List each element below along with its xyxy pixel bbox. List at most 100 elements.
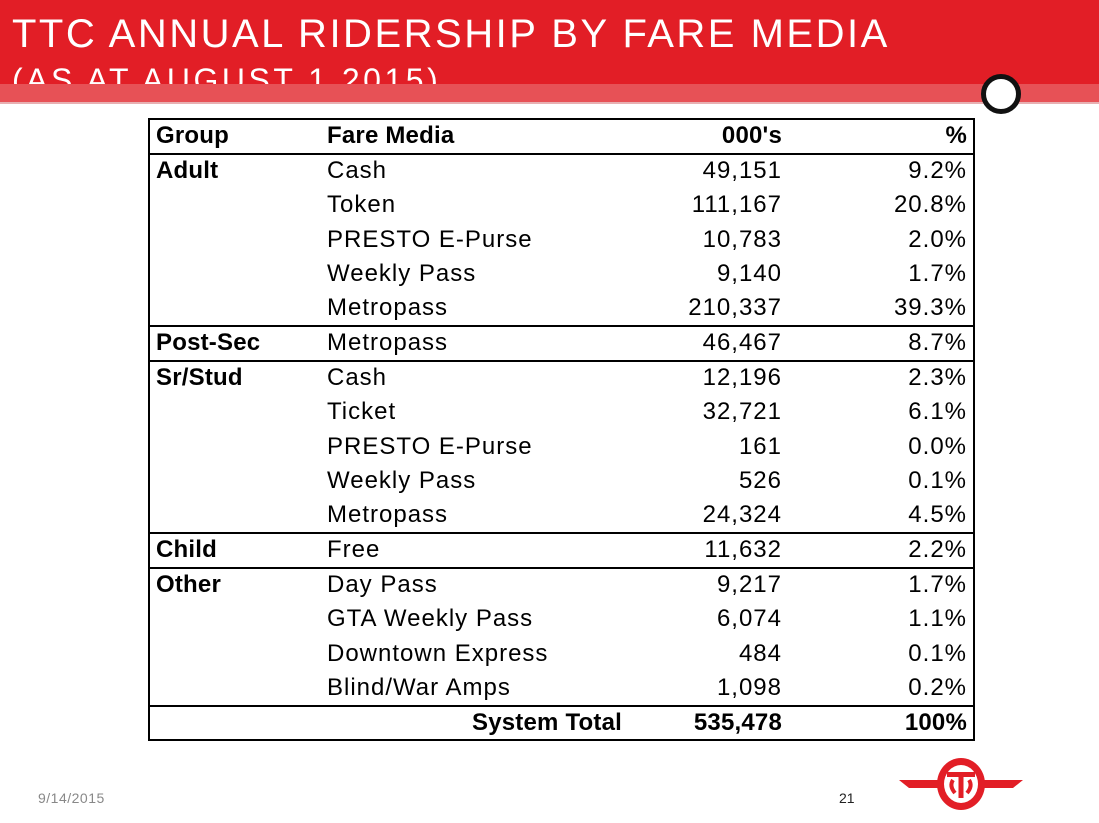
percent-cell: 39.3% bbox=[893, 294, 967, 322]
header-value: 000's bbox=[636, 118, 806, 155]
group-cell: Sr/Stud bbox=[149, 359, 321, 395]
group-cell bbox=[149, 292, 321, 327]
group-cell: Other bbox=[149, 566, 321, 602]
group-cell bbox=[149, 430, 321, 465]
table-row: PRESTO E-Purse 10,783 2.0% bbox=[149, 223, 974, 258]
percent-cell: 0.1% bbox=[908, 639, 967, 667]
fare-media-cell: Metropass bbox=[321, 325, 636, 361]
percent-cell: 0.2% bbox=[908, 673, 967, 701]
percent-cell: 1.7% bbox=[908, 260, 967, 288]
group-cell bbox=[149, 395, 321, 430]
fare-media-cell: Day Pass bbox=[321, 566, 636, 602]
percent-cell: 1.1% bbox=[908, 605, 967, 633]
value-cell: 46,467 bbox=[636, 325, 806, 361]
percent-cell: 1.7% bbox=[806, 566, 974, 602]
fare-media-cell: GTA Weekly Pass bbox=[327, 605, 534, 633]
value-cell: 6,074 bbox=[716, 605, 782, 633]
group-cell bbox=[149, 464, 321, 499]
header-percent: % bbox=[806, 118, 974, 155]
fare-media-cell: Ticket bbox=[327, 398, 397, 426]
slide-title: TTC ANNUAL RIDERSHIP BY FARE MEDIA bbox=[12, 12, 890, 56]
group-cell bbox=[149, 188, 321, 223]
value-cell: 11,632 bbox=[636, 532, 806, 568]
slide-date: 9/14/2015 bbox=[38, 790, 105, 806]
table-row: Other Day Pass 9,217 1.7% bbox=[149, 566, 974, 602]
total-spacer bbox=[149, 704, 321, 741]
value-cell: 210,337 bbox=[688, 294, 782, 322]
value-cell: 12,196 bbox=[636, 359, 806, 395]
table-row: Child Free 11,632 2.2% bbox=[149, 532, 974, 568]
value-cell: 111,167 bbox=[691, 191, 782, 219]
fare-media-cell: Weekly Pass bbox=[327, 260, 477, 288]
value-cell: 9,217 bbox=[636, 566, 806, 602]
table-row: Downtown Express 484 0.1% bbox=[149, 637, 974, 672]
percent-cell: 6.1% bbox=[908, 398, 967, 426]
percent-cell: 2.0% bbox=[908, 225, 967, 253]
table-body: Adult Cash 49,151 9.2% Token 111,167 20.8% PRES… bbox=[149, 154, 974, 706]
value-cell: 9,140 bbox=[716, 260, 782, 288]
percent-cell: 0.1% bbox=[908, 467, 967, 495]
value-cell: 526 bbox=[738, 467, 782, 495]
header-group: Group bbox=[149, 118, 321, 155]
fare-media-cell: Downtown Express bbox=[327, 639, 549, 667]
table-header-row: Group Fare Media 000's % bbox=[149, 118, 974, 155]
ridership-table-container: Group Fare Media 000's % Adult Cash 49,151… bbox=[148, 118, 975, 741]
percent-cell: 8.7% bbox=[806, 325, 974, 361]
value-cell: 1,098 bbox=[716, 673, 782, 701]
group-cell bbox=[149, 223, 321, 258]
table-row: GTA Weekly Pass 6,074 1.1% bbox=[149, 602, 974, 637]
group-cell bbox=[149, 671, 321, 706]
group-cell bbox=[149, 602, 321, 637]
fare-media-cell: Free bbox=[321, 532, 636, 568]
table-row: PRESTO E-Purse 161 0.0% bbox=[149, 430, 974, 465]
table-row: Sr/Stud Cash 12,196 2.3% bbox=[149, 359, 974, 395]
table-row: Weekly Pass 526 0.1% bbox=[149, 464, 974, 499]
percent-cell: 0.0% bbox=[908, 432, 967, 460]
fare-media-cell: PRESTO E-Purse bbox=[327, 225, 533, 253]
total-label: System Total bbox=[321, 704, 636, 741]
fare-media-cell: Blind/War Amps bbox=[327, 673, 511, 701]
table-row: Blind/War Amps 1,098 0.2% bbox=[149, 671, 974, 706]
ridership-table: Group Fare Media 000's % Adult Cash 49,151… bbox=[148, 118, 975, 741]
fare-media-cell: Metropass bbox=[327, 501, 449, 529]
value-cell: 10,783 bbox=[702, 225, 782, 253]
fare-media-cell: Cash bbox=[327, 157, 388, 185]
group-cell: Child bbox=[149, 532, 321, 568]
value-cell: 32,721 bbox=[702, 398, 782, 426]
fare-media-cell: PRESTO E-Purse bbox=[327, 432, 533, 460]
page-number: 21 bbox=[839, 790, 855, 806]
fare-media-cell: Cash bbox=[321, 359, 636, 395]
table-row: Adult Cash 49,151 9.2% bbox=[149, 154, 974, 189]
group-cell bbox=[149, 257, 321, 292]
percent-cell: 20.8% bbox=[893, 191, 967, 219]
ttc-logo-icon bbox=[899, 758, 1023, 810]
percent-cell: 9.2% bbox=[908, 157, 967, 185]
percent-cell: 2.3% bbox=[806, 359, 974, 395]
group-cell bbox=[149, 637, 321, 672]
value-cell: 49,151 bbox=[702, 157, 782, 185]
percent-cell: 4.5% bbox=[908, 501, 967, 529]
value-cell: 24,324 bbox=[702, 501, 782, 529]
table-row: Token 111,167 20.8% bbox=[149, 188, 974, 223]
group-cell: Post-Sec bbox=[149, 325, 321, 361]
total-percent: 100% bbox=[806, 704, 974, 741]
group-cell bbox=[149, 499, 321, 534]
fare-media-cell: Token bbox=[327, 191, 397, 219]
table-row: Metropass 210,337 39.3% bbox=[149, 292, 974, 327]
table-row: Weekly Pass 9,140 1.7% bbox=[149, 257, 974, 292]
circle-marker-icon bbox=[981, 74, 1021, 114]
title-bar: TTC ANNUAL RIDERSHIP BY FARE MEDIA (AS A… bbox=[0, 0, 1099, 98]
fare-media-cell: Metropass bbox=[327, 294, 449, 322]
group-cell: Adult bbox=[156, 157, 219, 185]
fare-media-cell: Weekly Pass bbox=[327, 467, 477, 495]
table-row: Ticket 32,721 6.1% bbox=[149, 395, 974, 430]
total-value: 535,478 bbox=[636, 704, 806, 741]
table-row: Post-Sec Metropass 46,467 8.7% bbox=[149, 325, 974, 361]
title-band bbox=[0, 84, 1099, 102]
percent-cell: 2.2% bbox=[806, 532, 974, 568]
value-cell: 161 bbox=[738, 432, 782, 460]
value-cell: 484 bbox=[738, 639, 782, 667]
table-row: Metropass 24,324 4.5% bbox=[149, 499, 974, 534]
total-row: System Total 535,478 100% bbox=[149, 704, 974, 741]
title-divider bbox=[0, 102, 1099, 104]
